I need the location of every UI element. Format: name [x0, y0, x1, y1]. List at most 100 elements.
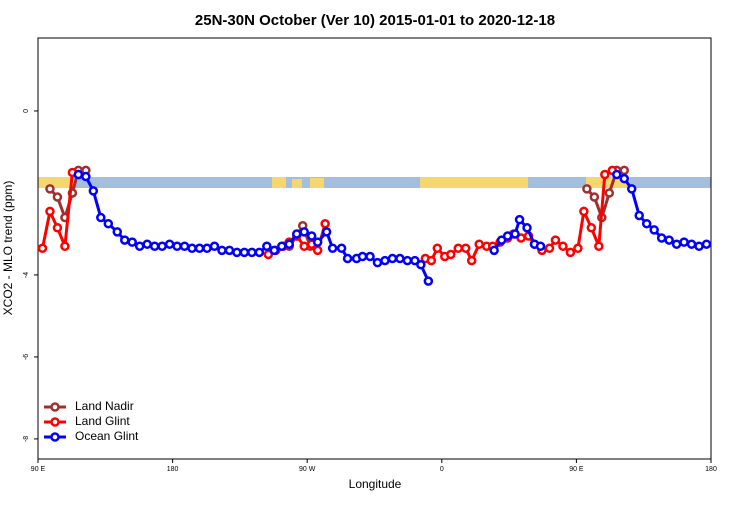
chart-title: 25N-30N October (Ver 10) 2015-01-01 to 2…: [195, 12, 555, 29]
point: [514, 214, 525, 225]
point: [254, 247, 265, 258]
x-tick-label: 180: [705, 466, 717, 473]
point: [327, 243, 338, 254]
point: [579, 206, 589, 217]
point: [224, 245, 235, 256]
point: [489, 245, 499, 256]
point: [453, 243, 464, 254]
point: [634, 210, 644, 221]
point: [342, 253, 353, 264]
point: [612, 169, 622, 180]
point: [395, 253, 405, 264]
point: [466, 255, 477, 266]
x-axis-label: Longitude: [349, 477, 402, 491]
point: [496, 235, 507, 245]
point: [142, 239, 152, 249]
point: [380, 255, 390, 266]
point: [573, 243, 583, 254]
point: [262, 241, 272, 251]
x-tick-label: 90 E: [31, 466, 46, 473]
point: [679, 237, 689, 247]
point: [88, 186, 99, 196]
land-patch: [272, 177, 286, 188]
point: [619, 173, 630, 184]
point: [312, 237, 323, 247]
point: [535, 241, 546, 251]
point: [45, 184, 55, 194]
point: [284, 239, 295, 249]
point: [604, 188, 615, 198]
point: [664, 235, 674, 245]
point: [209, 241, 220, 251]
point: [565, 247, 576, 258]
point: [619, 165, 630, 176]
point: [365, 251, 375, 262]
point: [320, 218, 330, 229]
land-patch: [292, 179, 302, 188]
point: [60, 241, 70, 251]
point: [299, 241, 309, 251]
point: [96, 212, 106, 223]
legend-label: Ocean Glint: [75, 429, 139, 443]
point: [134, 241, 145, 251]
point: [432, 243, 443, 254]
land-patch: [420, 177, 528, 188]
point: [217, 245, 227, 256]
point: [312, 245, 323, 256]
point: [202, 243, 212, 254]
point: [671, 239, 682, 249]
x-tick-label: 90 W: [299, 466, 316, 473]
y-tick-label: -8: [23, 436, 30, 442]
marks: [37, 165, 712, 286]
point: [232, 247, 242, 258]
point: [157, 241, 167, 251]
land-patch: [310, 178, 324, 188]
point: [149, 241, 160, 251]
point: [37, 243, 48, 254]
point: [194, 243, 205, 254]
y-tick-label: -6: [23, 354, 30, 360]
point: [460, 243, 471, 254]
point: [502, 231, 513, 241]
legend-label: Land Glint: [75, 414, 130, 428]
point: [321, 227, 332, 237]
point: [446, 249, 456, 260]
point: [558, 241, 568, 251]
legend-label: Land Nadir: [75, 399, 134, 413]
point: [179, 241, 190, 251]
point: [594, 241, 604, 251]
point: [277, 241, 287, 251]
point: [299, 227, 309, 237]
point: [522, 223, 532, 233]
point: [474, 239, 484, 249]
point: [172, 241, 182, 251]
x-tick-label: 90 E: [569, 466, 584, 473]
point: [410, 255, 420, 266]
y-tick-label: -4: [23, 272, 30, 278]
x-tick-label: 0: [440, 466, 444, 473]
point: [694, 241, 704, 251]
land-ocean-strip: [38, 177, 711, 188]
y-axis-label: XCO2 - MLO trend (ppm): [1, 181, 15, 316]
point: [127, 237, 137, 247]
point: [701, 239, 712, 249]
point: [247, 247, 257, 258]
land-patch: [586, 177, 630, 188]
point: [387, 253, 398, 264]
ocean-strip: [38, 177, 711, 188]
point: [423, 276, 434, 286]
point: [73, 169, 84, 180]
point: [52, 192, 63, 202]
point: [649, 225, 659, 235]
point: [112, 227, 123, 237]
point: [686, 239, 697, 249]
point: [600, 169, 610, 180]
point: [550, 235, 561, 245]
point: [187, 243, 197, 254]
point: [119, 235, 130, 245]
point: [589, 192, 600, 202]
legend-marker: [50, 417, 60, 427]
